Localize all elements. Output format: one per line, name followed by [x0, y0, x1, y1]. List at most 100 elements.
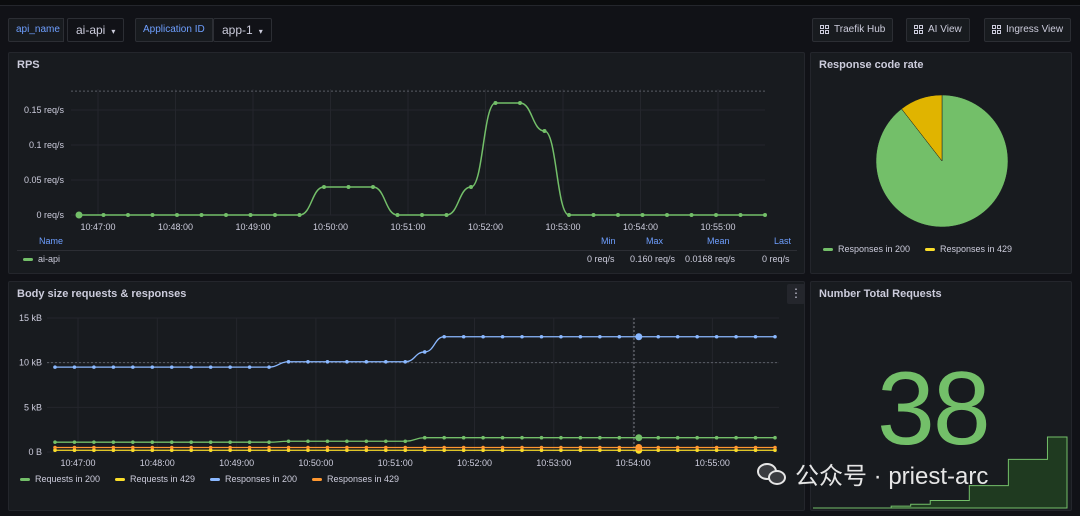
api-name-value: ai-api [76, 23, 106, 37]
ingress-view-link[interactable]: Ingress View [984, 18, 1072, 42]
x-tick-label: 10:53:00 [545, 222, 580, 232]
data-point [617, 334, 622, 339]
x-tick-label: 10:53:00 [536, 458, 571, 468]
y-tick-label: 15 kB [19, 313, 42, 323]
data-point [286, 439, 291, 444]
legend-responses-200[interactable]: Responses in 200 [210, 474, 297, 484]
legend-responses-429[interactable]: Responses in 429 [925, 244, 1012, 254]
total-requests-title: Number Total Requests [819, 288, 942, 300]
legend-requests-200[interactable]: Requests in 200 [20, 474, 100, 484]
legend-responses-429[interactable]: Responses in 429 [312, 474, 399, 484]
watermark: 公众号 · priest-arc [757, 456, 988, 491]
chevron-down-icon: ▾ [258, 27, 263, 36]
series-color-swatch [115, 477, 125, 481]
rps-panel: RPS 0 req/s 0.05 req/s 0.1 req/s 0.15 req/s… [8, 52, 805, 274]
series-color-swatch [925, 247, 935, 251]
data-point [208, 440, 213, 444]
x-tick-label: 10:55:00 [700, 222, 735, 232]
data-point [773, 435, 777, 440]
series-color-swatch [823, 247, 833, 251]
data-point [131, 448, 135, 453]
data-point [384, 445, 388, 450]
legend-header-last[interactable]: Last [774, 236, 792, 246]
api-name-select[interactable]: ai-api ▾ [67, 18, 125, 42]
data-point [345, 439, 349, 444]
legend-header-min[interactable]: Min [601, 236, 616, 246]
rps-data-point [199, 213, 204, 217]
legend-divider [17, 250, 797, 251]
data-point [92, 365, 96, 369]
data-point [364, 359, 369, 364]
rps-data-point [493, 101, 498, 105]
data-point [72, 365, 77, 369]
rps-data-point [567, 213, 571, 217]
legend-header-mean[interactable]: Mean [707, 236, 730, 246]
series-color-swatch [210, 477, 220, 481]
data-point [208, 445, 213, 450]
data-point [325, 445, 330, 450]
series-color-swatch [20, 477, 30, 481]
legend-mean-value: 0.0168 req/s [685, 254, 736, 264]
data-point [559, 435, 563, 440]
data-point [169, 448, 174, 453]
data-point [675, 334, 680, 339]
x-tick-label: 10:55:00 [695, 458, 730, 468]
data-point [481, 448, 485, 453]
legend-header-name[interactable]: Name [39, 236, 64, 246]
data-point [422, 435, 427, 440]
data-point [539, 334, 544, 339]
traefik-hub-link[interactable]: Traefik Hub [812, 18, 894, 42]
data-point [228, 445, 232, 450]
data-point [442, 445, 446, 450]
chevron-down-icon: ▾ [111, 27, 116, 36]
x-tick-label: 10:54:00 [616, 458, 651, 468]
data-point [384, 359, 388, 364]
y-tick-label: 0.1 req/s [29, 140, 65, 150]
legend-header-max[interactable]: Max [646, 236, 664, 246]
data-point [714, 448, 719, 453]
data-point [442, 334, 446, 339]
rps-data-point [542, 129, 547, 133]
data-point [656, 334, 661, 339]
data-point [773, 445, 777, 450]
data-point [559, 334, 563, 339]
data-point [617, 435, 622, 440]
data-point [169, 440, 174, 444]
y-tick-label: 0.05 req/s [24, 175, 65, 185]
dashboard-grid-icon [914, 25, 924, 35]
ingress-view-label: Ingress View [1006, 24, 1064, 35]
legend-responses-200[interactable]: Responses in 200 [823, 244, 910, 254]
rps-data-point [444, 213, 449, 217]
rps-data-point [346, 185, 351, 189]
data-point [734, 334, 738, 339]
data-point [559, 448, 563, 453]
data-point [325, 448, 330, 453]
data-point [267, 448, 271, 453]
data-point [150, 440, 155, 444]
y-tick-label: 0 B [28, 447, 42, 457]
data-point [345, 448, 349, 453]
data-point [150, 445, 155, 450]
data-point [461, 448, 466, 453]
legend-requests-429-label: Requests in 429 [130, 474, 196, 484]
ai-view-link[interactable]: AI View [906, 18, 970, 42]
panel-menu-button[interactable]: ⋮ [787, 284, 805, 304]
data-point [131, 445, 135, 450]
data-point [228, 448, 232, 453]
data-point [169, 445, 174, 450]
response-code-rate-title: Response code rate [819, 59, 924, 71]
data-point [189, 365, 194, 369]
data-point [384, 448, 388, 453]
data-point [422, 448, 427, 453]
legend-series-ai-api[interactable]: ai-api [23, 254, 60, 264]
data-point [53, 445, 57, 450]
data-point [306, 359, 310, 364]
rps-data-point [420, 213, 424, 217]
x-tick-label: 10:48:00 [140, 458, 175, 468]
application-id-select[interactable]: app-1 ▾ [213, 18, 272, 42]
data-point [306, 445, 310, 450]
data-point [403, 445, 408, 450]
data-point [403, 439, 408, 444]
legend-requests-429[interactable]: Requests in 429 [115, 474, 195, 484]
data-point [72, 445, 77, 450]
